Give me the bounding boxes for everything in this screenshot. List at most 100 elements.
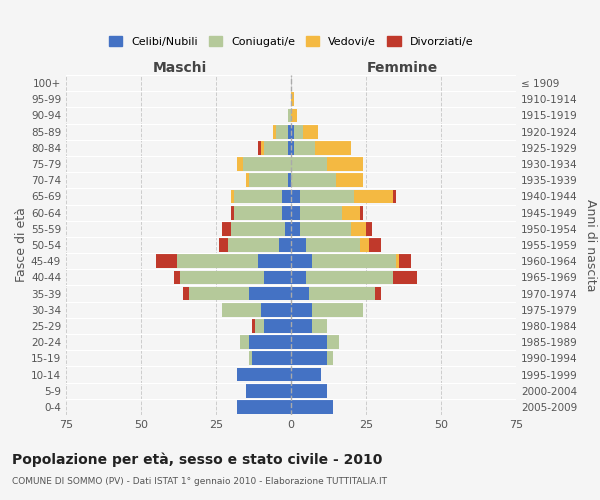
Bar (291, 141, 294, 154)
Bar (294, 125, 303, 138)
Bar (246, 174, 249, 187)
Bar (291, 336, 327, 349)
Bar (291, 286, 309, 300)
Bar (291, 238, 306, 252)
Bar (288, 125, 291, 138)
Bar (360, 238, 369, 252)
Bar (294, 141, 315, 154)
Bar (258, 254, 291, 268)
Bar (303, 125, 318, 138)
Bar (327, 157, 363, 171)
Bar (300, 206, 342, 220)
Bar (366, 222, 372, 235)
Bar (249, 336, 291, 349)
Bar (312, 254, 396, 268)
Bar (291, 206, 300, 220)
Bar (291, 352, 327, 365)
Bar (291, 400, 333, 414)
Bar (264, 319, 291, 333)
Bar (291, 108, 297, 122)
Bar (180, 270, 264, 284)
Bar (291, 174, 336, 187)
Bar (249, 352, 252, 365)
Bar (393, 190, 396, 203)
Bar (255, 319, 264, 333)
Bar (291, 125, 294, 138)
Bar (231, 222, 285, 235)
Bar (291, 92, 294, 106)
Bar (369, 238, 381, 252)
Bar (261, 303, 291, 316)
Bar (249, 174, 288, 187)
Legend: Celibi/Nubili, Coniugati/e, Vedovi/e, Divorziati/e: Celibi/Nubili, Coniugati/e, Vedovi/e, Di… (106, 33, 476, 50)
Bar (291, 222, 300, 235)
Bar (312, 319, 327, 333)
Y-axis label: Anni di nascita: Anni di nascita (584, 198, 597, 291)
Bar (288, 141, 291, 154)
Bar (291, 157, 327, 171)
Bar (258, 141, 261, 154)
Bar (300, 222, 351, 235)
Text: Maschi: Maschi (153, 61, 207, 75)
Bar (243, 157, 291, 171)
Bar (219, 238, 228, 252)
Bar (342, 206, 360, 220)
Bar (312, 303, 363, 316)
Bar (282, 206, 291, 220)
Bar (288, 174, 291, 187)
Bar (231, 190, 234, 203)
Bar (309, 286, 375, 300)
Bar (288, 108, 291, 122)
Bar (360, 206, 363, 220)
Bar (228, 238, 279, 252)
Bar (246, 384, 291, 398)
Bar (282, 190, 291, 203)
Bar (291, 190, 300, 203)
Bar (354, 190, 393, 203)
Bar (291, 303, 312, 316)
Bar (336, 174, 363, 187)
Bar (327, 352, 333, 365)
Bar (240, 336, 249, 349)
Bar (252, 352, 291, 365)
Text: COMUNE DI SOMMO (PV) - Dati ISTAT 1° gennaio 2010 - Elaborazione TUTTITALIA.IT: COMUNE DI SOMMO (PV) - Dati ISTAT 1° gen… (12, 478, 387, 486)
Bar (279, 238, 291, 252)
Bar (234, 206, 282, 220)
Bar (291, 319, 312, 333)
Bar (306, 238, 360, 252)
Bar (249, 286, 291, 300)
Text: Femmine: Femmine (367, 61, 437, 75)
Bar (183, 286, 189, 300)
Bar (327, 336, 339, 349)
Bar (306, 270, 393, 284)
Bar (222, 303, 261, 316)
Bar (291, 368, 321, 382)
Bar (237, 400, 291, 414)
Bar (231, 206, 234, 220)
Bar (291, 384, 327, 398)
Bar (276, 125, 288, 138)
Y-axis label: Fasce di età: Fasce di età (15, 208, 28, 282)
Bar (234, 190, 282, 203)
Bar (174, 270, 180, 284)
Bar (393, 270, 417, 284)
Bar (177, 254, 258, 268)
Bar (222, 222, 231, 235)
Bar (264, 141, 288, 154)
Bar (189, 286, 249, 300)
Bar (396, 254, 399, 268)
Bar (237, 368, 291, 382)
Bar (273, 125, 276, 138)
Bar (315, 141, 351, 154)
Bar (351, 222, 366, 235)
Bar (291, 254, 312, 268)
Bar (285, 222, 291, 235)
Bar (264, 270, 291, 284)
Bar (252, 319, 255, 333)
Bar (399, 254, 411, 268)
Bar (237, 157, 243, 171)
Text: Popolazione per età, sesso e stato civile - 2010: Popolazione per età, sesso e stato civil… (12, 452, 382, 467)
Bar (300, 190, 354, 203)
Bar (291, 270, 306, 284)
Bar (375, 286, 381, 300)
